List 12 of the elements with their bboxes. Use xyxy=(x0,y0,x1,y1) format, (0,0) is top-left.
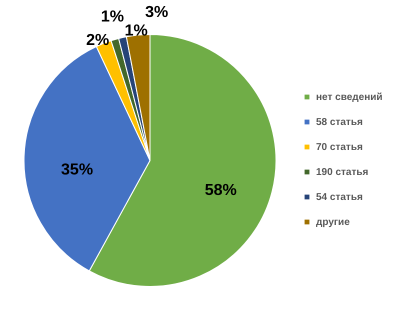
legend-label: 54 статья xyxy=(316,192,363,203)
data-label: 1% xyxy=(100,8,124,26)
legend-label: нет сведений xyxy=(316,92,383,103)
data-label: 2% xyxy=(86,32,110,49)
legend-label: 190 статья xyxy=(316,167,369,178)
data-label: 3% xyxy=(145,4,168,22)
legend-label: другие xyxy=(316,217,350,228)
data-label: 1% xyxy=(124,22,148,40)
legend-label: 70 статья xyxy=(316,142,363,153)
data-label: 35% xyxy=(61,162,94,179)
data-label: 58% xyxy=(204,182,237,200)
legend-label: 58 статья xyxy=(316,117,363,128)
